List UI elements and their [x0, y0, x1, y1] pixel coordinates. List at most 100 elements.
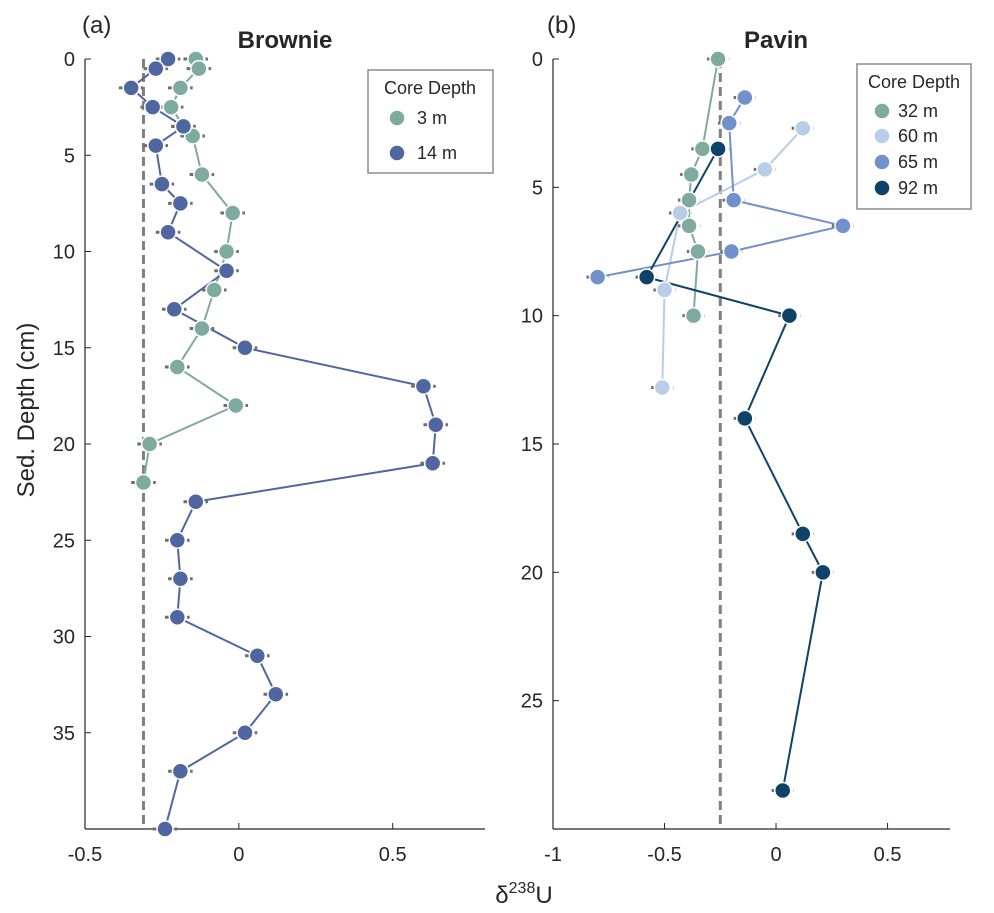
panel-a-data-point-14m [427, 416, 445, 434]
panel-a-data-point-14m [165, 300, 183, 318]
panel-a-data-point-14m [147, 136, 165, 155]
panel-b-y-tick-label: 25 [521, 691, 543, 713]
panel-a-y-tick-label: 35 [53, 723, 75, 745]
panel-a-data-point-14m [171, 570, 190, 588]
panel-b-data-point-65m [736, 88, 754, 107]
panel-a-data-point-3m [140, 435, 159, 453]
panel-a-data-point-14m [423, 454, 442, 472]
x-axis-title-suffix: U [535, 882, 552, 909]
panel-b-pavin: 0 5 10 15 20 25 -1 -0.5 0 0.5 (b) Pavin Core Dept… [521, 12, 972, 866]
panel-a-data-point-3m [223, 204, 242, 222]
panel-a-data-point-14m [171, 194, 190, 213]
panel-b-data-point-92m [794, 525, 812, 543]
panel-a-data-point-3m [171, 79, 190, 97]
panel-b-data-point-65m [834, 217, 852, 235]
panel-b-legend-label-92m: 92 m [898, 178, 938, 198]
panel-b-x-tick-label: 0.5 [874, 844, 902, 866]
panel-b-legend: Core Depth 32 m 60 m 65 m 92 m [856, 63, 972, 210]
panel-b-data-point-32m [693, 140, 712, 158]
panel-a-series-line-14m [129, 58, 437, 830]
panel-b-plot-area: 0 5 10 15 20 25 -1 -0.5 0 0.5 [521, 49, 950, 866]
panel-a-data-point-14m [187, 493, 205, 511]
panel-a-data-point-3m [217, 242, 236, 261]
panel-a-x-tick-label: -0.5 [68, 844, 102, 866]
panel-b-data-point-65m [720, 114, 738, 132]
panel-a-letter: (a) [82, 12, 111, 39]
panel-a-x-tick-label: 0.5 [379, 844, 407, 866]
panel-a-legend-label-3m: 3 m [417, 108, 447, 128]
panel-b-y-tick-label: 5 [532, 177, 543, 199]
panel-a-legend: Core Depth 3 m 14 m [367, 69, 494, 174]
panel-a-data-point-14m [143, 98, 162, 116]
panel-b-data-point-92m [780, 306, 799, 325]
panel-b-y-tick-label: 0 [532, 49, 543, 71]
panel-a-data-point-14m [267, 685, 285, 703]
panel-a-legend-label-14m: 14 m [417, 143, 457, 163]
panel-b-data-point-92m [637, 268, 656, 286]
panel-a-y-tick-label: 5 [64, 145, 75, 167]
x-axis-title: δ238U [495, 880, 552, 909]
panel-b-data-point-60m [671, 204, 689, 222]
panel-a-data-point-3m [134, 473, 153, 492]
panel-a-data-point-3m [190, 59, 208, 78]
panel-b-data-point-32m [689, 242, 707, 261]
panel-a-y-tick-label: 10 [53, 242, 75, 264]
panel-a-title: Brownie [238, 27, 333, 54]
panel-b-data-point-60m [653, 378, 672, 397]
panel-a-brownie: 0 5 10 15 20 25 30 35 -0.5 0 0.5 (a) Brownie Core … [53, 12, 494, 866]
x-axis-title-prefix: δ [495, 882, 508, 909]
panel-a-data-point-3m [193, 319, 211, 338]
panel-b-y-tick-label: 15 [521, 434, 543, 456]
panel-b-data-point-65m [724, 191, 743, 209]
panel-b-legend-label-65m: 65 m [898, 152, 938, 172]
panel-b-legend-label-60m: 60 m [898, 126, 938, 146]
panel-a-y-tick-label: 15 [53, 338, 75, 360]
panel-b-data-point-60m [756, 160, 774, 179]
panel-b-x-tick-label: -1 [544, 844, 562, 866]
panel-b-data-point-92m [736, 409, 754, 428]
panel-a-data-point-14m [217, 262, 236, 280]
panel-b-letter: (b) [547, 12, 576, 39]
panel-b-legend-marker-65m [873, 153, 891, 171]
panel-a-plot-area: 0 5 10 15 20 25 30 35 -0.5 0 0.5 [53, 49, 485, 866]
panel-b-data-point-32m [682, 165, 701, 184]
panel-a-data-point-3m [227, 396, 245, 415]
panel-a-data-point-14m [168, 531, 187, 549]
panel-a-x-tick-label: 0 [233, 844, 244, 866]
panel-a-data-point-14m [171, 762, 190, 780]
panel-b-legend-marker-32m [873, 102, 891, 120]
panel-a-data-point-3m [193, 165, 211, 184]
panel-b-data-point-60m [655, 281, 674, 299]
panel-a-legend-marker-14m [388, 144, 406, 162]
panel-a-data-point-14m [168, 608, 187, 626]
panel-b-data-point-65m [722, 242, 741, 261]
panel-a-legend-title: Core Depth [384, 78, 476, 98]
panel-a-data-point-14m [236, 724, 254, 742]
panel-a-data-point-14m [174, 117, 193, 136]
panel-b-data-point-92m [709, 140, 727, 158]
panel-b-data-point-32m [680, 217, 698, 235]
panel-b-legend-marker-60m [873, 127, 891, 145]
panel-b-data-point-32m [684, 306, 703, 325]
y-axis-title: Sed. Depth (cm) [13, 323, 40, 498]
panel-b-data-point-32m [709, 50, 727, 68]
panel-b-y-tick-label: 20 [521, 562, 543, 584]
panel-a-data-point-14m [414, 377, 433, 395]
panel-a-y-tick-label: 25 [53, 530, 75, 552]
panel-b-legend-label-32m: 32 m [898, 101, 938, 121]
panel-a-data-point-14m [156, 820, 174, 838]
panel-a-data-point-14m [248, 647, 267, 665]
panel-a-data-point-14m [159, 50, 177, 68]
panel-b-data-point-92m [814, 563, 832, 582]
panel-b-series-line-32m [688, 58, 719, 316]
panel-a-data-point-14m [122, 79, 140, 97]
panel-a-data-point-3m [162, 98, 180, 116]
panel-a-data-point-3m [205, 281, 223, 299]
panel-a-y-tick-label: 20 [53, 434, 75, 456]
panel-a-data-point-14m [153, 175, 171, 193]
panel-a-y-tick-label: 30 [53, 627, 75, 649]
panel-b-data-point-92m [773, 781, 792, 800]
panel-b-x-tick-label: 0 [770, 844, 781, 866]
panel-b-data-point-60m [794, 119, 812, 138]
